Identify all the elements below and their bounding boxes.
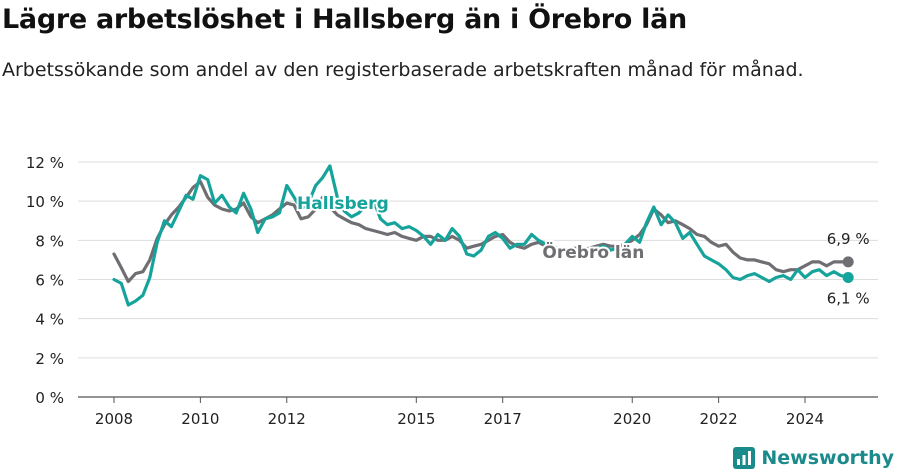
page-subtitle: Arbetssökande som andel av den registerb… xyxy=(2,59,804,81)
brand-badge[interactable]: Newsworthy xyxy=(733,447,894,469)
y-tick-label: 0 % xyxy=(35,389,64,407)
series-annotation: Örebro län xyxy=(542,241,644,263)
series-end-label: 6,1 % xyxy=(827,290,870,308)
x-tick-label: 2020 xyxy=(613,410,651,428)
page-title: Lägre arbetslöshet i Hallsberg än i Öreb… xyxy=(2,4,687,35)
y-tick-label: 4 % xyxy=(35,311,64,329)
series-end-point xyxy=(842,272,854,284)
y-tick-label: 2 % xyxy=(35,350,64,368)
y-tick-label: 12 % xyxy=(26,154,64,172)
x-tick-label: 2012 xyxy=(268,410,306,428)
x-tick-label: 2017 xyxy=(484,410,522,428)
y-tick-label: 8 % xyxy=(35,232,64,250)
y-tick-label: 6 % xyxy=(35,272,64,290)
x-tick-label: 2022 xyxy=(700,410,738,428)
x-tick-label: 2024 xyxy=(786,410,824,428)
x-tick-label: 2008 xyxy=(95,410,133,428)
series-end-label: 6,9 % xyxy=(827,230,870,248)
series-line-hallsberg xyxy=(112,164,850,307)
bar-chart-logo-icon xyxy=(733,447,756,469)
series-end-point xyxy=(842,256,854,268)
brand-name: Newsworthy xyxy=(761,447,894,469)
x-tick-label: 2015 xyxy=(397,410,435,428)
series-annotation: Hallsberg xyxy=(297,194,389,214)
x-tick-label: 2010 xyxy=(181,410,219,428)
y-tick-label: 10 % xyxy=(26,193,64,211)
